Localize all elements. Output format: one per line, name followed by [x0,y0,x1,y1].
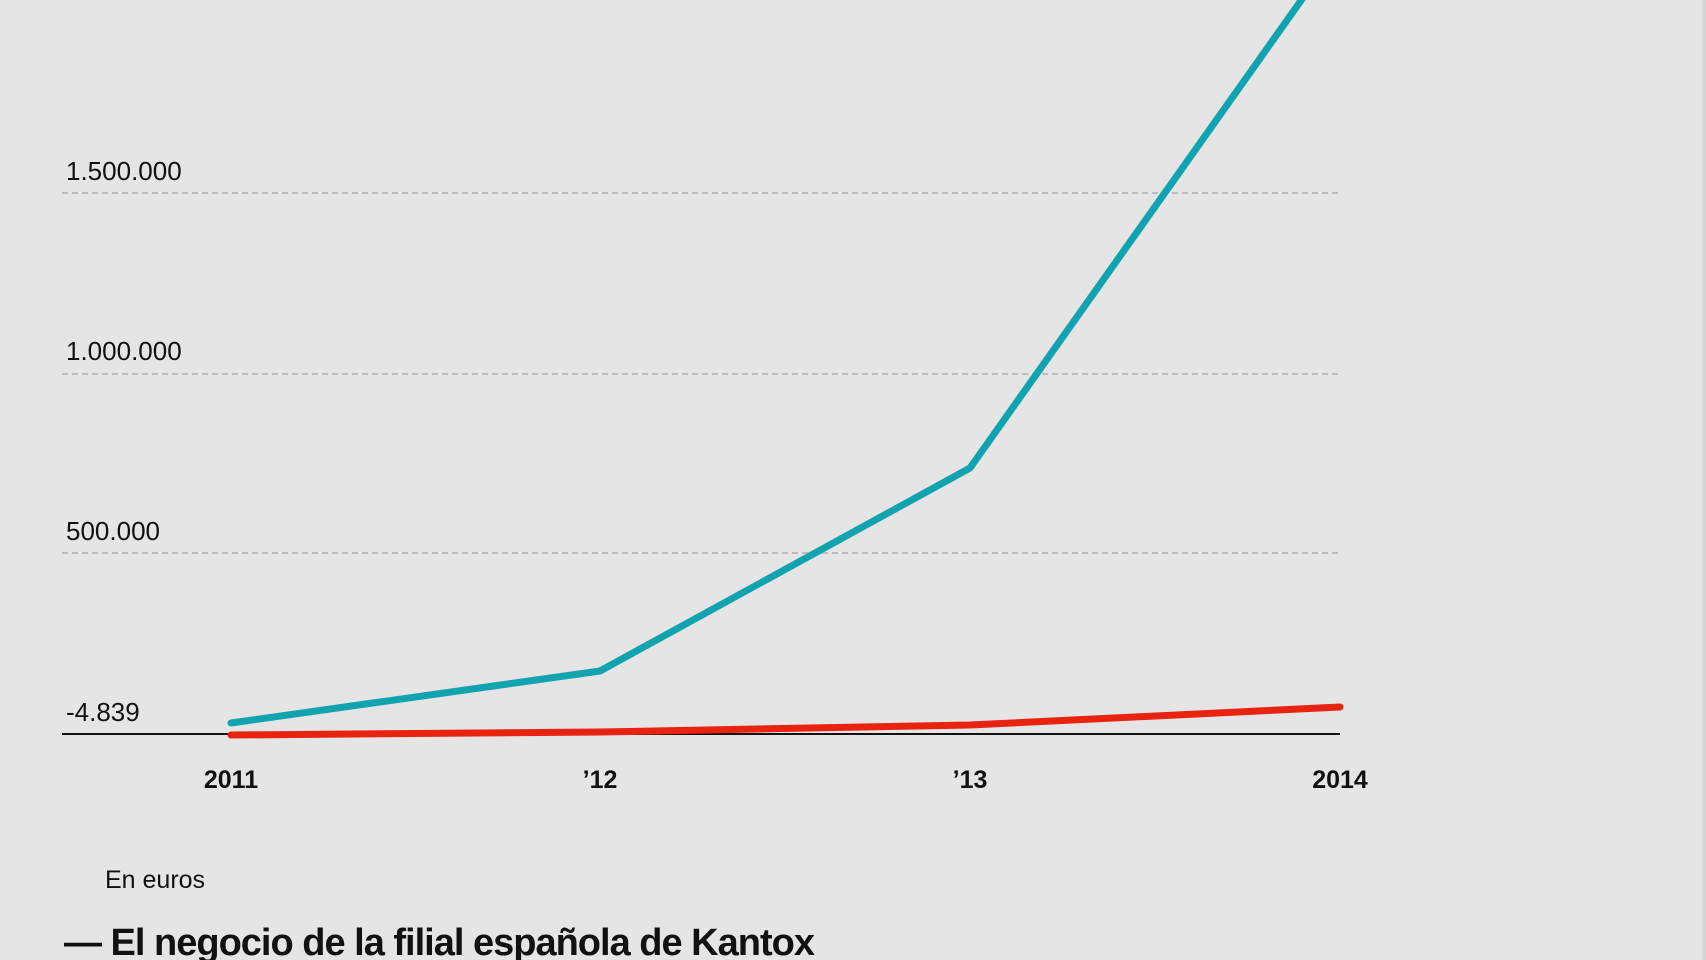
series-red-line [227,703,1344,739]
y-tick-label-500000: 500.000 [66,516,160,546]
y-tick-label-min: -4.839 [66,697,140,727]
y-tick-label-1500000: 1.500.000 [66,156,182,186]
x-tick-label-2011: 2011 [203,766,259,794]
unit-note: En euros [105,866,206,894]
scrollbar-edge[interactable] [1701,0,1706,960]
y-tick-label-1000000: 1.000.000 [66,336,182,366]
series-teal-line [227,0,1306,727]
x-tick-label-2013: ’13 [952,766,988,794]
x-tick-label-2014: 2014 [1312,766,1368,794]
chart-title: — El negocio de la filial española de Ka… [64,922,815,960]
x-tick-label-2012: ’12 [582,766,618,794]
